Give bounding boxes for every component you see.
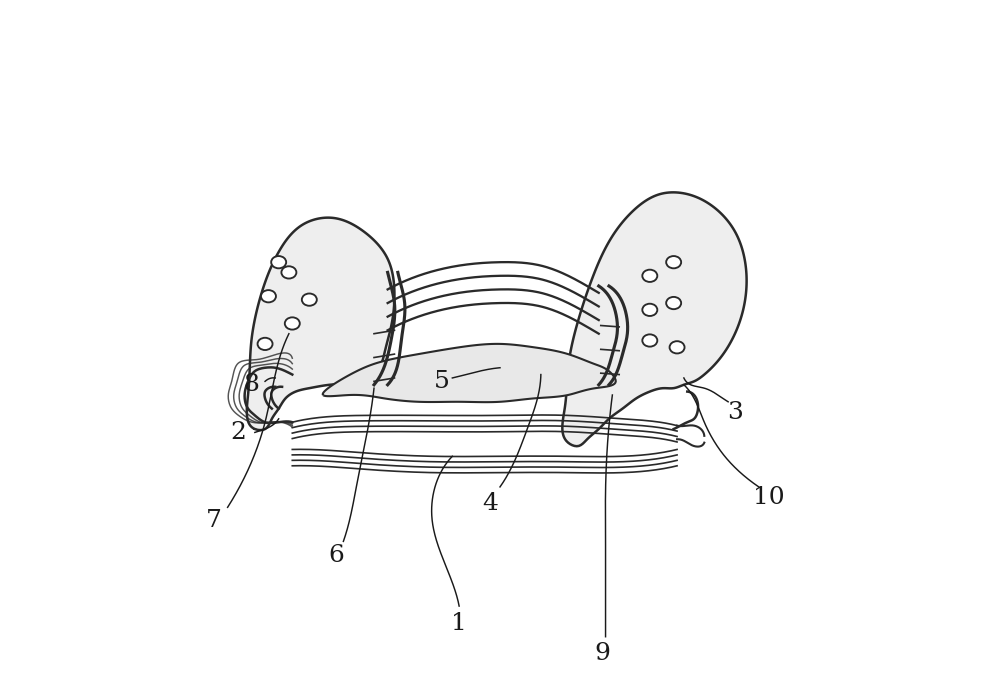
Ellipse shape [666,297,681,309]
Ellipse shape [642,270,657,282]
Text: 9: 9 [594,642,610,665]
Text: 5: 5 [434,370,450,393]
Ellipse shape [285,317,300,330]
Ellipse shape [271,256,286,268]
Text: 7: 7 [206,509,222,533]
Text: 3: 3 [727,400,743,424]
Ellipse shape [666,256,681,268]
Ellipse shape [670,341,685,353]
Ellipse shape [302,294,317,306]
Ellipse shape [258,338,273,350]
Text: 1: 1 [451,612,467,635]
Text: 8: 8 [243,373,259,396]
Text: 6: 6 [329,543,344,567]
Text: 10: 10 [753,486,785,509]
Polygon shape [562,192,747,446]
Polygon shape [247,218,394,430]
Ellipse shape [261,290,276,302]
Polygon shape [323,344,616,402]
Text: 2: 2 [230,421,246,444]
Ellipse shape [642,304,657,316]
Ellipse shape [642,334,657,347]
Ellipse shape [281,266,296,279]
Text: 4: 4 [482,492,498,516]
